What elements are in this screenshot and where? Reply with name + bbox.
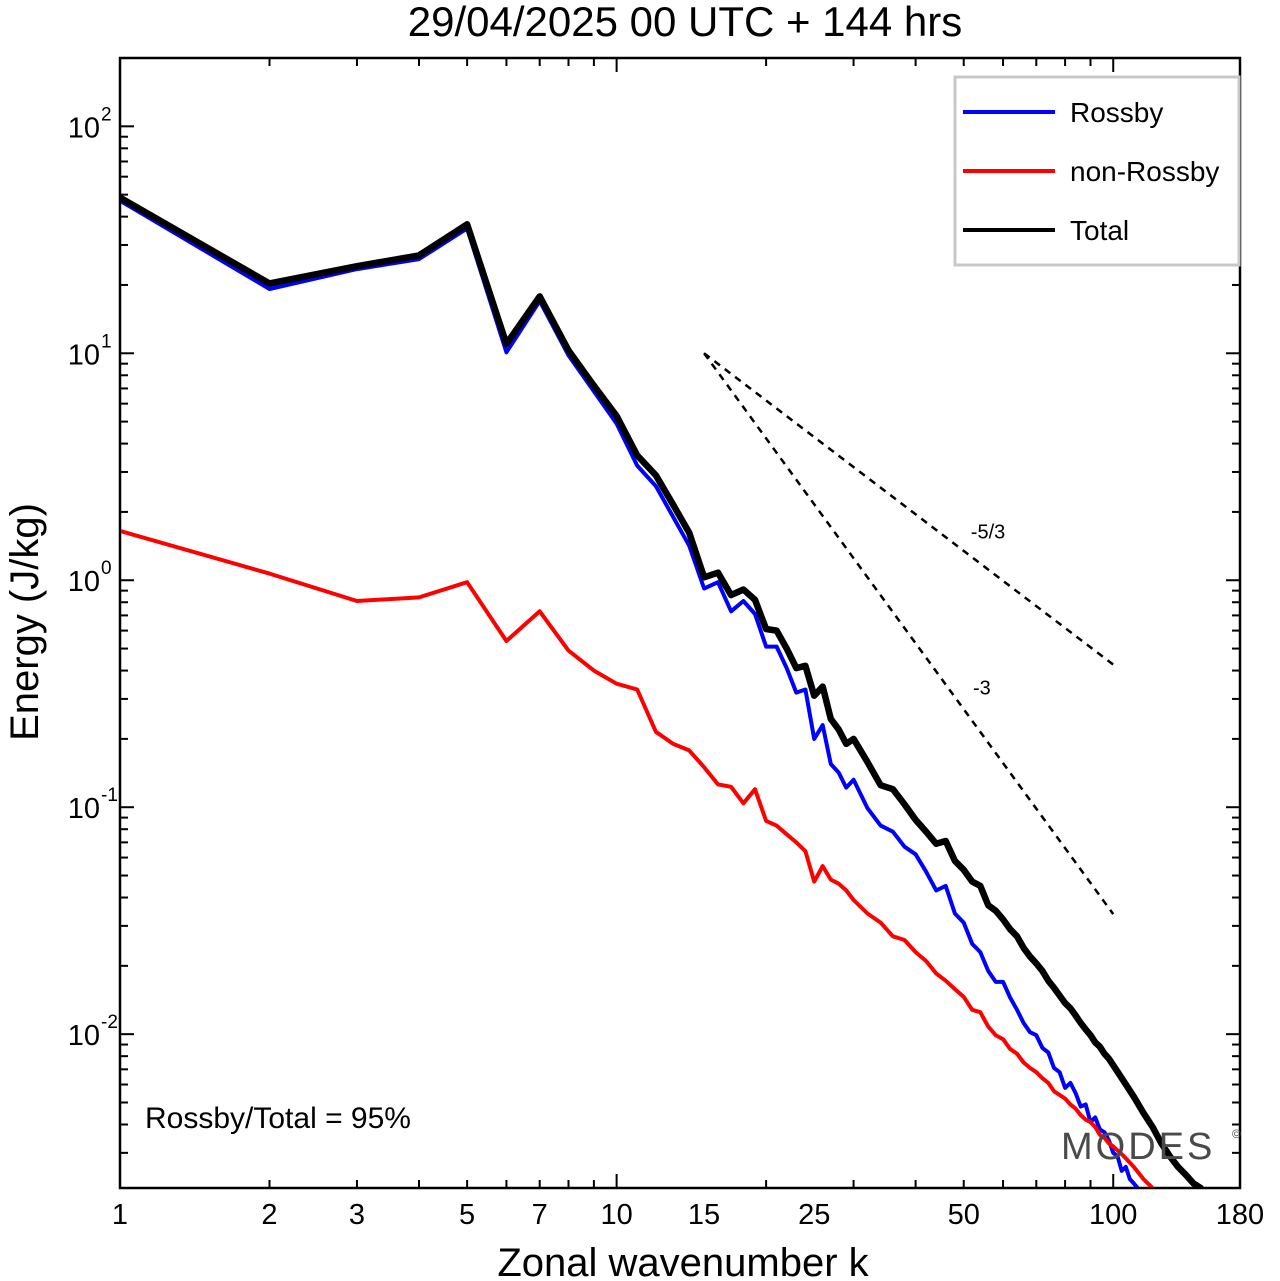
y-tick-label-exponent: 2 bbox=[101, 104, 112, 125]
series-line-total bbox=[121, 194, 1204, 1187]
x-tick-label: 100 bbox=[1089, 1199, 1137, 1231]
y-tick-label: 10 -2 bbox=[68, 1012, 118, 1052]
legend-label: Rossby bbox=[1070, 97, 1163, 128]
x-tick-label: 5 bbox=[459, 1199, 475, 1231]
plot-frame bbox=[118, 56, 1242, 1190]
slope-line bbox=[703, 352, 1115, 915]
y-tick-label: 10 -1 bbox=[68, 785, 118, 825]
legend-label: Total bbox=[1070, 215, 1129, 246]
y-tick-label-base: 10 bbox=[68, 112, 100, 144]
chart-legend: Rossby non-Rossby Total bbox=[953, 75, 1241, 267]
legend-label: non-Rossby bbox=[1070, 156, 1219, 187]
slope-label: -3 bbox=[973, 678, 991, 700]
y-tick-label-exponent: 0 bbox=[101, 558, 112, 579]
x-tick-label: 50 bbox=[948, 1199, 980, 1231]
x-tick-labels: 1 2 3 5 7 10 15 25 50 100 180 bbox=[112, 1199, 1264, 1231]
y-tick-label-exponent: -1 bbox=[101, 785, 118, 806]
y-tick-label: 10 2 bbox=[68, 104, 112, 144]
modes-watermark: MODES bbox=[1061, 1126, 1215, 1168]
x-tick-label: 180 bbox=[1216, 1199, 1264, 1231]
rossby-ratio-annotation: Rossby/Total = 95% bbox=[145, 1102, 411, 1135]
slope-label: -5/3 bbox=[971, 522, 1005, 544]
copyright-mark: © bbox=[1232, 1127, 1241, 1141]
x-tick-label: 3 bbox=[349, 1199, 365, 1231]
x-tick-label: 15 bbox=[688, 1199, 720, 1231]
y-tick-label: 10 1 bbox=[68, 331, 112, 371]
y-tick-label-exponent: 1 bbox=[101, 331, 112, 352]
series-layer bbox=[121, 194, 1204, 1187]
y-tick-label: 10 0 bbox=[68, 558, 112, 598]
x-tick-label: 2 bbox=[261, 1199, 277, 1231]
slope-line bbox=[703, 352, 1114, 666]
x-tick-label: 25 bbox=[798, 1199, 830, 1231]
x-tick-label: 10 bbox=[600, 1199, 632, 1231]
y-tick-label-base: 10 bbox=[68, 339, 100, 371]
y-axis-label: Energy (J/kg) bbox=[3, 503, 47, 741]
slope-reference-lines: -5/3 -3 bbox=[703, 352, 1115, 915]
y-tick-label-base: 10 bbox=[68, 793, 100, 825]
x-tick-label: 1 bbox=[112, 1199, 128, 1231]
x-tick-label: 7 bbox=[532, 1199, 548, 1231]
y-tick-label-base: 10 bbox=[68, 566, 100, 598]
x-axis-label: Zonal wavenumber k bbox=[497, 1241, 869, 1281]
y-tick-label-base: 10 bbox=[68, 1020, 100, 1052]
chart-title: 29/04/2025 00 UTC + 144 hrs bbox=[408, 0, 963, 45]
series-line-rossby bbox=[121, 198, 1140, 1187]
y-tick-label-exponent: -2 bbox=[101, 1012, 118, 1033]
series-line-non-rossby bbox=[121, 529, 1155, 1187]
